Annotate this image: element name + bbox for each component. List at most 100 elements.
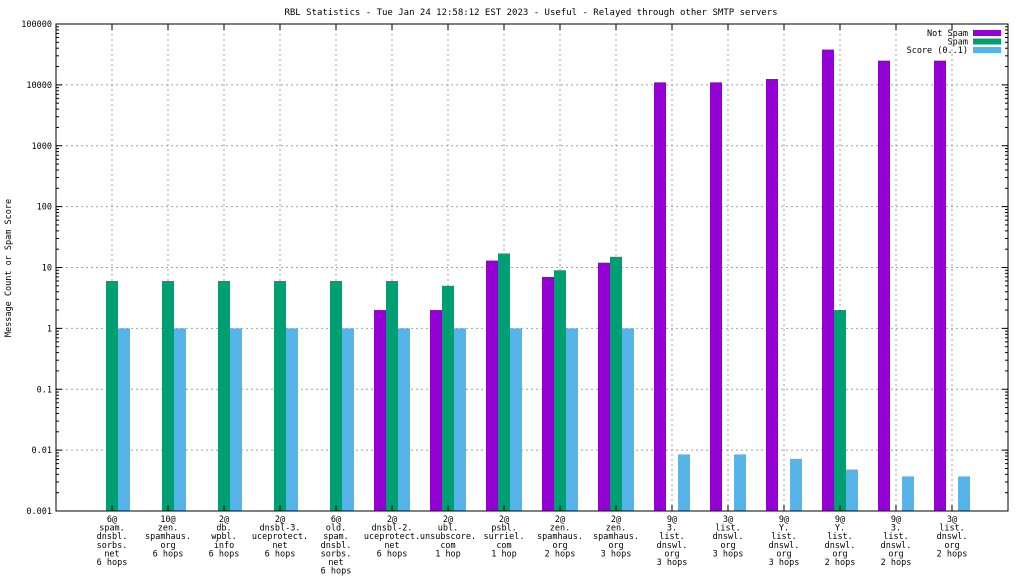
x-tick-label: 2@ bbox=[219, 515, 229, 525]
bar-not-spam bbox=[542, 276, 554, 511]
x-tick-label: list. bbox=[715, 524, 741, 534]
bar-score-0-1 bbox=[902, 476, 914, 511]
x-tick-label: info bbox=[214, 541, 234, 551]
x-tick-label: org bbox=[664, 549, 679, 559]
x-tick-label: Y. bbox=[779, 524, 789, 534]
x-tick-label: list. bbox=[883, 532, 909, 542]
x-tick-label: 10@ bbox=[160, 515, 175, 525]
bar-not-spam bbox=[710, 82, 722, 511]
x-tick-label: uceprotect. bbox=[252, 532, 308, 542]
x-tick-label: db. bbox=[216, 524, 231, 534]
x-tick-label: 1 hop bbox=[435, 549, 461, 559]
x-tick-label: 6 hops bbox=[97, 558, 128, 568]
x-tick-label: org bbox=[944, 541, 959, 551]
bar-spam bbox=[106, 281, 118, 511]
x-tick-label: 9@ bbox=[779, 515, 789, 525]
bar-not-spam bbox=[486, 260, 498, 511]
bar-not-spam bbox=[766, 78, 778, 512]
grid-layer bbox=[56, 24, 1008, 511]
legend-swatch bbox=[973, 30, 1001, 36]
x-tick-label: 3 hops bbox=[769, 558, 800, 568]
x-tick-label: 6 hops bbox=[209, 549, 240, 559]
bar-score-0-1 bbox=[454, 328, 466, 511]
x-tick-label: zen. bbox=[158, 524, 178, 534]
bar-score-0-1 bbox=[790, 458, 802, 511]
x-tick-label: 3. bbox=[667, 524, 677, 534]
y-tick-label: 100000 bbox=[21, 20, 52, 30]
x-tick-label: net bbox=[328, 558, 343, 568]
x-tick-label: 2@ bbox=[387, 515, 397, 525]
x-tick-label: dnswl. bbox=[713, 532, 744, 542]
legend-label: Not Spam bbox=[927, 29, 968, 39]
legend-label: Score (0..1) bbox=[907, 46, 968, 56]
bar-not-spam bbox=[878, 60, 890, 512]
bar-not-spam bbox=[430, 310, 442, 511]
x-tick-label: sorbs. bbox=[97, 541, 128, 551]
legend-swatch bbox=[973, 38, 1001, 45]
x-tick-label: zen. bbox=[606, 524, 626, 534]
bar-spam bbox=[218, 281, 230, 511]
x-tick-label: 3@ bbox=[947, 515, 957, 525]
x-tick-label: spamhaus. bbox=[593, 532, 639, 542]
x-tick-label: dnsbl-3. bbox=[260, 524, 301, 534]
x-tick-label: org bbox=[552, 541, 567, 551]
x-tick-label: zen. bbox=[550, 524, 570, 534]
x-tick-label: net bbox=[272, 541, 287, 551]
x-tick-label: 6 hops bbox=[265, 549, 296, 559]
x-tick-label: 2@ bbox=[443, 515, 453, 525]
legend-label: Spam bbox=[948, 38, 968, 48]
bar-not-spam bbox=[654, 82, 666, 511]
x-tick-label: org bbox=[720, 541, 735, 551]
bars-layer bbox=[106, 49, 970, 512]
x-tick-label: ubl. bbox=[438, 524, 458, 534]
x-tick-label: dnswl. bbox=[657, 541, 688, 551]
x-tick-label: org bbox=[832, 549, 847, 559]
bar-score-0-1 bbox=[958, 476, 970, 511]
x-tick-label: spamhaus. bbox=[145, 532, 191, 542]
x-tick-label: org bbox=[160, 541, 175, 551]
bar-score-0-1 bbox=[342, 328, 354, 511]
bar-spam bbox=[442, 285, 454, 511]
bar-score-0-1 bbox=[230, 328, 242, 511]
bar-score-0-1 bbox=[566, 328, 578, 511]
bar-score-0-1 bbox=[398, 328, 410, 511]
y-tick-label: 1000 bbox=[32, 142, 52, 152]
bar-score-0-1 bbox=[174, 328, 186, 511]
x-tick-label: 2@ bbox=[555, 515, 565, 525]
x-tick-label: dnswl. bbox=[825, 541, 856, 551]
x-tick-label: spam. bbox=[323, 532, 349, 542]
x-tick-label: 6 hops bbox=[377, 549, 408, 559]
x-tick-label: dnswl. bbox=[881, 541, 912, 551]
x-tick-label: list. bbox=[771, 532, 797, 542]
x-tick-label: 2@ bbox=[611, 515, 621, 525]
y-tick-label: 0.001 bbox=[26, 507, 52, 517]
x-tick-label: 2 hops bbox=[881, 558, 912, 568]
bar-score-0-1 bbox=[846, 469, 858, 511]
bar-spam bbox=[554, 270, 566, 511]
y-tick-labels: 0.001 0.01 0.1 1 10 100 1000 10000 100000 bbox=[21, 20, 52, 517]
x-tick-label: dnswl. bbox=[769, 541, 800, 551]
y-axis-label: Message Count or Spam Score bbox=[4, 199, 14, 337]
x-tick-label: 3. bbox=[891, 524, 901, 534]
x-tick-label: 2@ bbox=[499, 515, 509, 525]
y-tick-label: 1 bbox=[47, 324, 52, 334]
x-tick-label: wpbl. bbox=[211, 532, 237, 542]
bar-score-0-1 bbox=[510, 328, 522, 511]
bar-spam bbox=[834, 310, 846, 511]
bar-spam bbox=[610, 256, 622, 511]
x-tick-label: 2 hops bbox=[545, 549, 576, 559]
bar-score-0-1 bbox=[734, 454, 746, 511]
x-tick-label: old. bbox=[326, 524, 346, 534]
x-tick-label: dnsbl. bbox=[97, 532, 128, 542]
x-tick-label: 3 hops bbox=[657, 558, 688, 568]
x-tick-label: org bbox=[888, 549, 903, 559]
x-tick-label: net bbox=[104, 549, 119, 559]
legend-swatch bbox=[973, 47, 1001, 53]
plot-frame bbox=[55, 23, 1009, 512]
x-tick-label: 9@ bbox=[891, 515, 901, 525]
x-tick-label: 3@ bbox=[723, 515, 733, 525]
